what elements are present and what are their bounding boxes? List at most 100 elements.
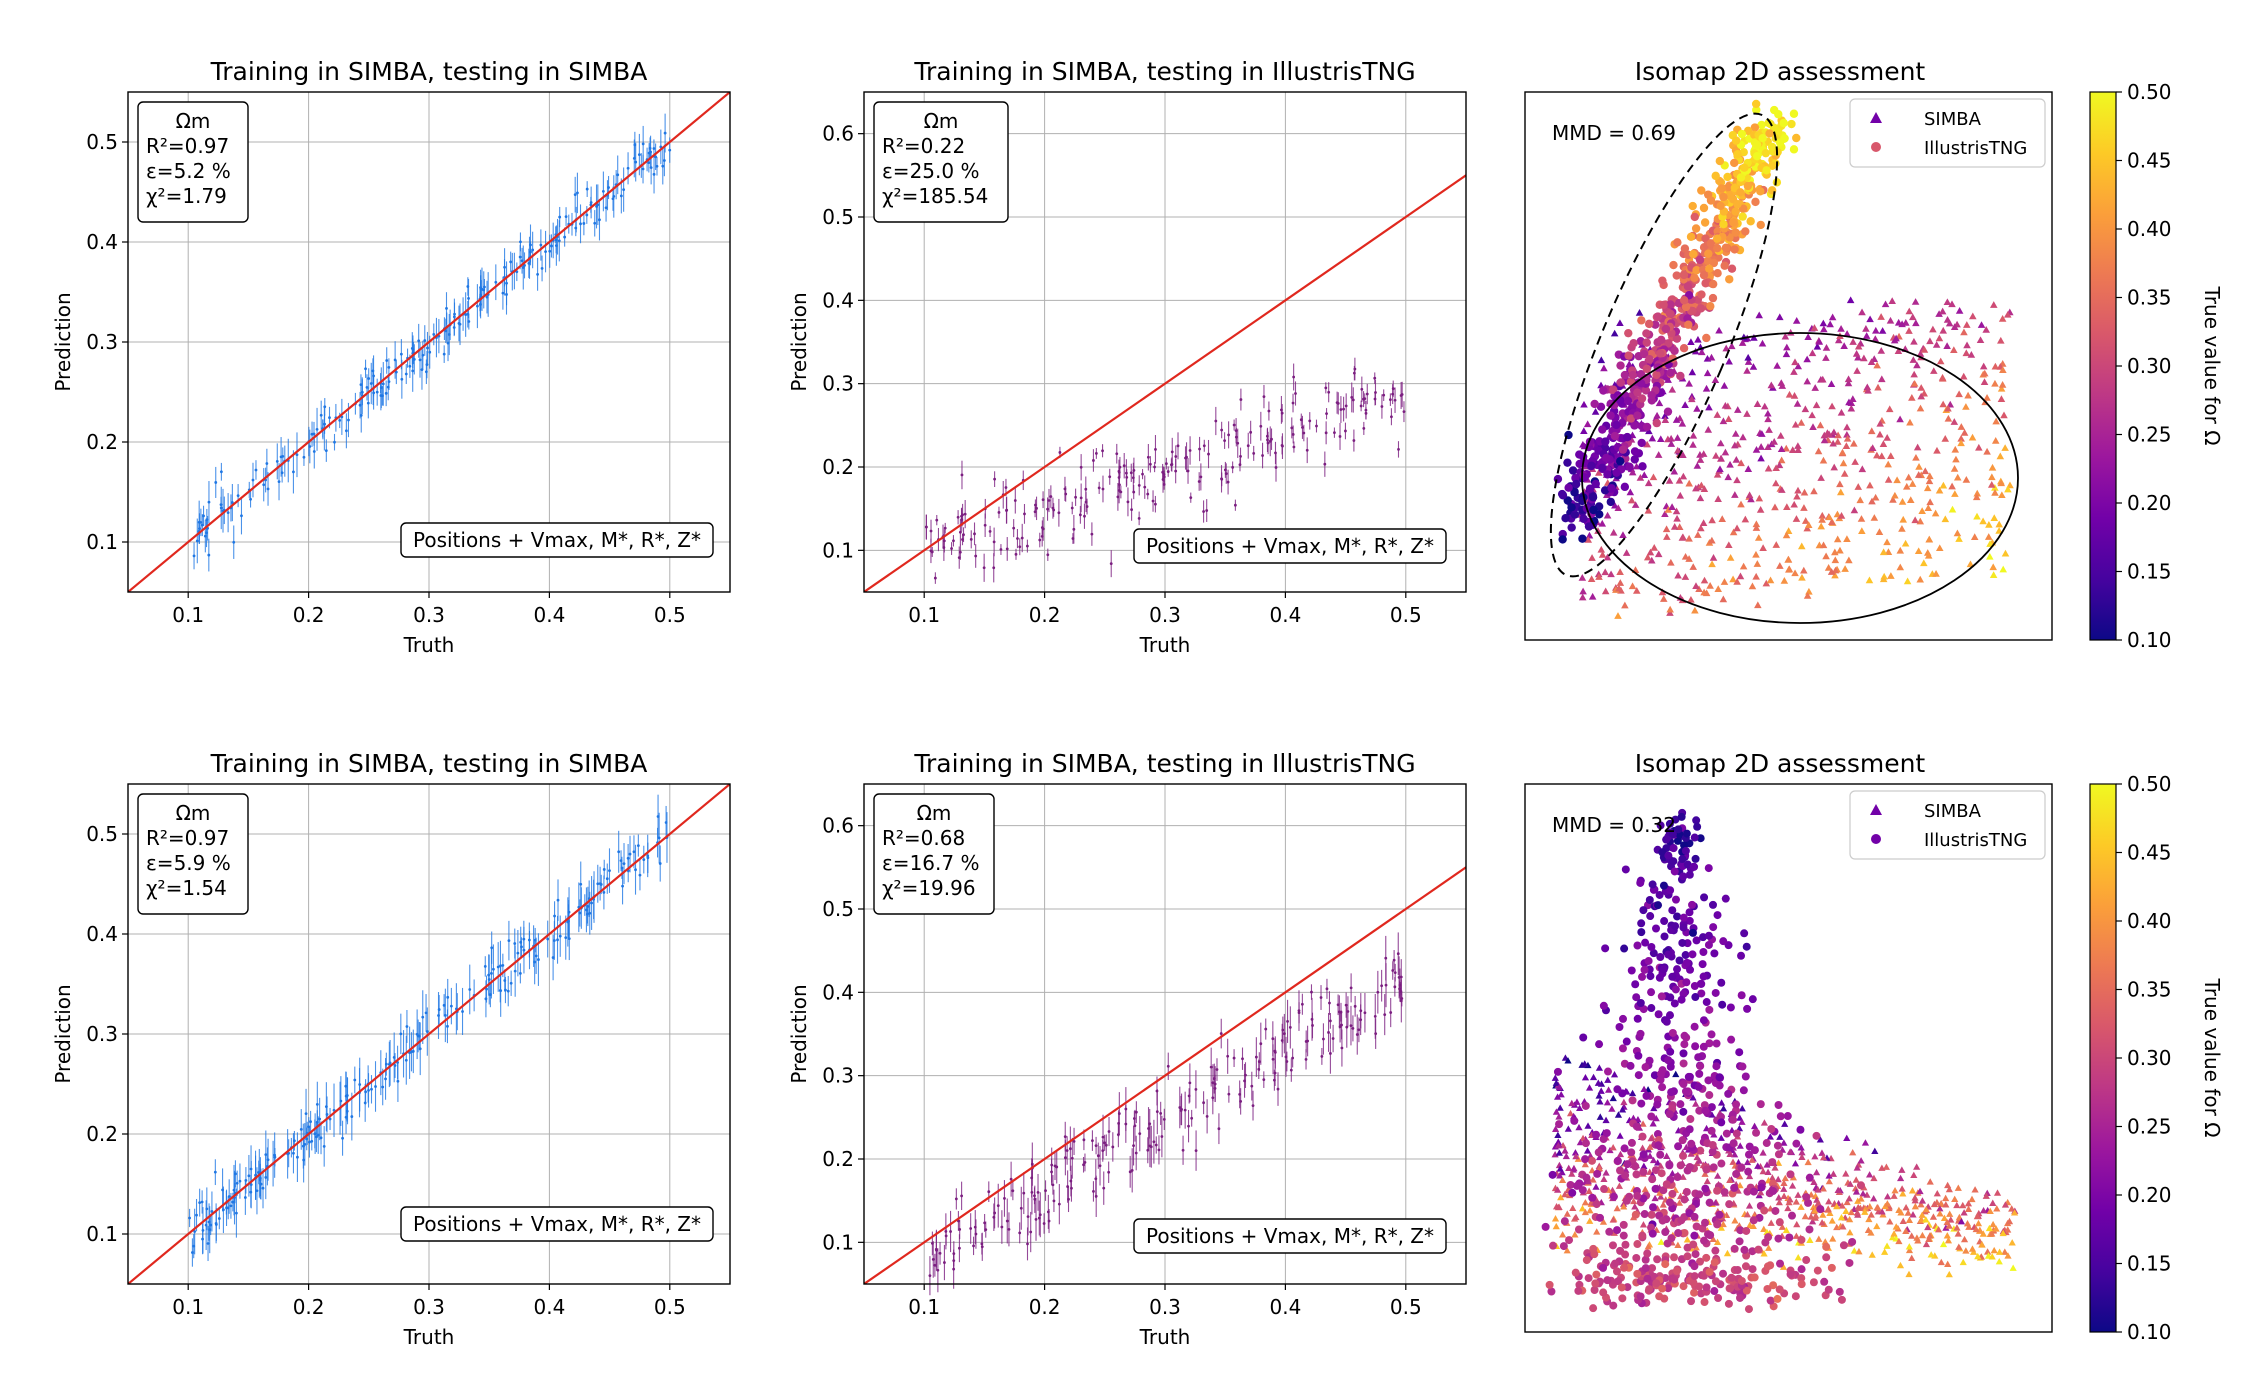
illustris-point: [1848, 1237, 1857, 1246]
illustris-point: [1695, 1106, 1704, 1115]
prediction-point: [1143, 485, 1147, 489]
illustris-point: [1679, 296, 1689, 305]
prediction-point: [443, 1013, 447, 1017]
simba-point: [1755, 311, 1764, 319]
simba-point: [1962, 349, 1971, 357]
illustris-point: [1701, 234, 1710, 243]
colorbar-tick-label: 0.45: [2127, 841, 2172, 865]
prediction-point: [200, 523, 204, 527]
prediction-point: [277, 480, 281, 484]
simba-point: [1845, 398, 1853, 406]
illustris-point: [1638, 972, 1647, 981]
illustris-point: [1709, 1163, 1718, 1172]
simba-point: [1989, 563, 1997, 571]
illustris-point: [1658, 848, 1667, 857]
illustris-point: [1647, 1223, 1656, 1232]
prediction-point: [585, 213, 589, 217]
prediction-point: [235, 1181, 239, 1185]
simba-point: [1702, 589, 1711, 597]
prediction-point: [596, 882, 600, 886]
illustris-point: [1651, 1184, 1660, 1193]
illustris-point: [1602, 453, 1611, 463]
prediction-point: [1052, 1199, 1056, 1203]
simba-point: [1833, 1202, 1841, 1210]
illustris-point: [1682, 978, 1691, 987]
prediction-point: [1058, 451, 1062, 454]
simba-point: [1950, 418, 1959, 425]
simba-point: [1693, 462, 1702, 469]
simba-point: [1552, 1125, 1560, 1132]
illustris-point: [1600, 1185, 1609, 1194]
simba-point: [1587, 575, 1596, 582]
simba-point: [1843, 434, 1852, 442]
illustris-point: [1785, 1233, 1794, 1242]
prediction-point: [232, 540, 236, 544]
prediction-point: [225, 1206, 228, 1210]
simba-point: [1584, 536, 1593, 543]
simba-point: [1784, 1204, 1792, 1212]
colorbar-tick-label: 0.35: [2127, 286, 2172, 310]
prediction-point: [1273, 1071, 1277, 1075]
prediction-point: [1393, 971, 1397, 975]
y-tick-label: 0.1: [86, 530, 118, 554]
illustris-point: [1567, 503, 1576, 512]
simba-point: [1573, 1098, 1581, 1105]
illustris-point: [1730, 158, 1739, 168]
illustris-point: [1690, 212, 1699, 222]
illustris-point: [1721, 894, 1730, 903]
simba-point: [1833, 535, 1842, 543]
simba-point: [1557, 1193, 1565, 1201]
simba-point: [1689, 441, 1697, 448]
illustris-point: [1775, 1218, 1784, 1227]
prediction-point: [415, 1032, 419, 1036]
illustris-point: [1644, 319, 1654, 329]
illustris-point: [1661, 324, 1671, 334]
simba-point: [1794, 446, 1802, 453]
simba-point: [1700, 485, 1709, 493]
simba-point: [1603, 1098, 1612, 1106]
illustris-point: [1669, 260, 1678, 270]
simba-point: [1849, 395, 1857, 402]
y-axis-label: Prediction: [51, 292, 75, 391]
colorbar-tick-label: 0.25: [2127, 423, 2172, 447]
simba-point: [1973, 1212, 1981, 1220]
illustris-point: [1739, 1086, 1748, 1095]
simba-point: [1889, 495, 1897, 503]
simba-point: [1998, 491, 2006, 499]
simba-point: [1879, 575, 1888, 583]
prediction-point: [1328, 1019, 1332, 1023]
illustris-point: [1589, 505, 1598, 515]
simba-point: [1566, 1109, 1575, 1117]
illustris-point: [1601, 944, 1610, 953]
prediction-point: [446, 1024, 449, 1028]
prediction-point: [360, 390, 364, 394]
illustris-point: [1706, 196, 1716, 205]
prediction-point: [1154, 1143, 1158, 1147]
simba-point: [1938, 373, 1947, 381]
simba-point: [1759, 1149, 1767, 1156]
illustris-point: [1692, 816, 1701, 825]
prediction-point: [1231, 465, 1235, 469]
illustris-point: [1553, 474, 1563, 484]
prediction-point: [446, 995, 450, 999]
prediction-point: [1286, 1020, 1289, 1023]
illustris-point: [1685, 1125, 1694, 1134]
illustris-point: [1599, 1263, 1608, 1272]
prediction-point: [1005, 1219, 1009, 1223]
simba-point: [1868, 1251, 1876, 1258]
simba-point: [1909, 313, 1917, 321]
illustris-point: [1763, 1285, 1772, 1294]
prediction-point: [579, 882, 583, 886]
prediction-point: [1082, 1138, 1086, 1142]
simba-point: [1758, 339, 1767, 347]
prediction-point: [501, 963, 505, 967]
illustris-point: [1637, 438, 1646, 448]
illustris-point: [1704, 1076, 1713, 1085]
prediction-point: [1331, 1037, 1335, 1040]
simba-point: [1911, 1196, 1919, 1204]
prediction-point: [1232, 423, 1236, 427]
prediction-point: [622, 862, 626, 866]
prediction-point: [952, 539, 955, 543]
simba-point: [1603, 511, 1612, 519]
illustris-point: [1715, 156, 1725, 166]
